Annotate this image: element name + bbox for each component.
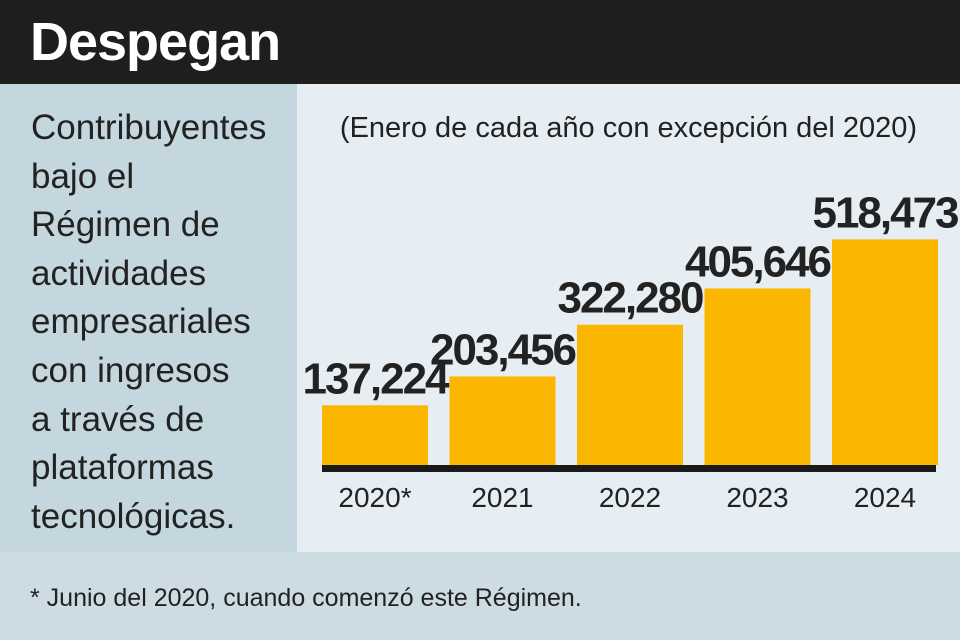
header-bar: Despegan bbox=[0, 0, 960, 84]
description-text: Contribuyentes bajo el Régimen de activi… bbox=[31, 104, 291, 541]
description-panel bbox=[0, 84, 297, 552]
category-label: 2022 bbox=[599, 482, 661, 513]
value-label: 203,456 bbox=[430, 325, 576, 374]
value-label: 137,224 bbox=[302, 354, 450, 403]
value-label: 405,646 bbox=[685, 237, 831, 286]
chart-baseline bbox=[322, 465, 936, 472]
description-line: a través de bbox=[31, 399, 205, 439]
description-line: bajo el bbox=[31, 156, 135, 196]
description-line: Contribuyentes bbox=[31, 108, 267, 147]
chart-title: Despegan bbox=[30, 12, 281, 72]
description-line: plataformas bbox=[31, 448, 214, 488]
bar-2023 bbox=[704, 288, 811, 465]
category-label: 2024 bbox=[854, 482, 916, 513]
footnote: * Junio del 2020, cuando comenzó este Ré… bbox=[30, 584, 582, 612]
category-label: 2020* bbox=[338, 482, 411, 513]
chart-subtitle: (Enero de cada año con excepción del 202… bbox=[339, 112, 918, 144]
description-line: empresariales bbox=[31, 302, 251, 342]
bar-2024 bbox=[832, 239, 938, 465]
description-line: tecnológicas. bbox=[31, 496, 236, 536]
category-label: 2021 bbox=[471, 482, 533, 513]
bar-2020 bbox=[322, 405, 428, 465]
category-label: 2023 bbox=[726, 482, 788, 513]
description-line: actividades bbox=[31, 253, 207, 293]
bar-2021 bbox=[449, 376, 556, 465]
value-label: 322,280 bbox=[557, 274, 703, 323]
description-line: con ingresos bbox=[31, 350, 230, 390]
bar-2022 bbox=[577, 324, 683, 465]
value-label: 518,473 bbox=[812, 188, 958, 237]
description-line: Régimen de bbox=[31, 205, 220, 245]
